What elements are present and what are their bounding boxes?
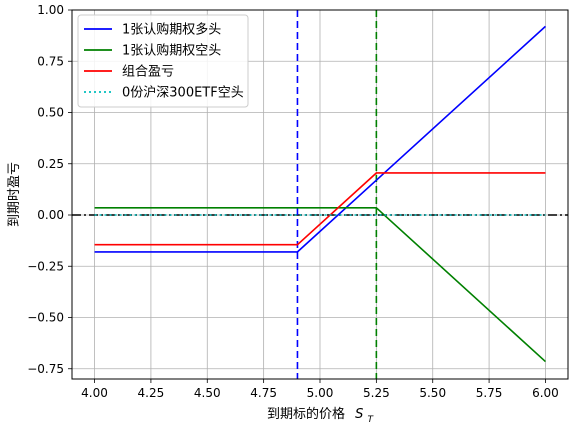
legend-label: 1张认购期权多头 [122,22,221,38]
y-axis-label: 到期时盈亏 [7,162,22,227]
y-tick-label: −0.75 [27,362,64,376]
x-tick-label: 5.75 [476,386,503,400]
y-tick-label: 0.75 [37,54,64,68]
y-tick-label: 1.00 [37,3,64,17]
x-tick-label: 5.25 [363,386,390,400]
y-tick-label: 0.25 [37,157,64,171]
legend-label: 组合盈亏 [122,65,174,80]
x-axis-label-subscript: T [368,415,375,425]
y-tick-label: 0.00 [37,208,64,222]
series-layer [94,25,546,363]
y-tick-label: −0.50 [27,311,64,325]
x-axis-label-symbol: S [355,407,363,422]
x-tick-label: 5.00 [307,386,334,400]
series-line-3 [94,172,546,246]
series-line-1 [94,25,546,253]
y-tick-label: 0.50 [37,106,64,120]
legend-box [77,14,249,108]
series-line-2 [94,207,546,363]
legend-label: 1张认购期权空头 [122,43,221,59]
x-tick-label: 4.25 [138,386,165,400]
x-axis-label-text: 到期标的价格 [267,406,345,422]
x-tick-label: 4.75 [250,386,277,400]
x-axis-label: 到期标的价格 S T [267,406,375,425]
tick-layer: 4.00 4.25 4.50 4.75 5.00 5.25 5.50 5.75 6.00 −0.7… [27,3,559,400]
legend-label: 0份沪深300ETF空头 [122,85,244,101]
y-tick-label: −0.25 [27,259,64,273]
x-tick-label: 6.00 [532,386,559,400]
x-tick-label: 4.50 [194,386,221,400]
x-tick-label: 4.00 [81,386,108,400]
x-tick-label: 5.50 [419,386,446,400]
